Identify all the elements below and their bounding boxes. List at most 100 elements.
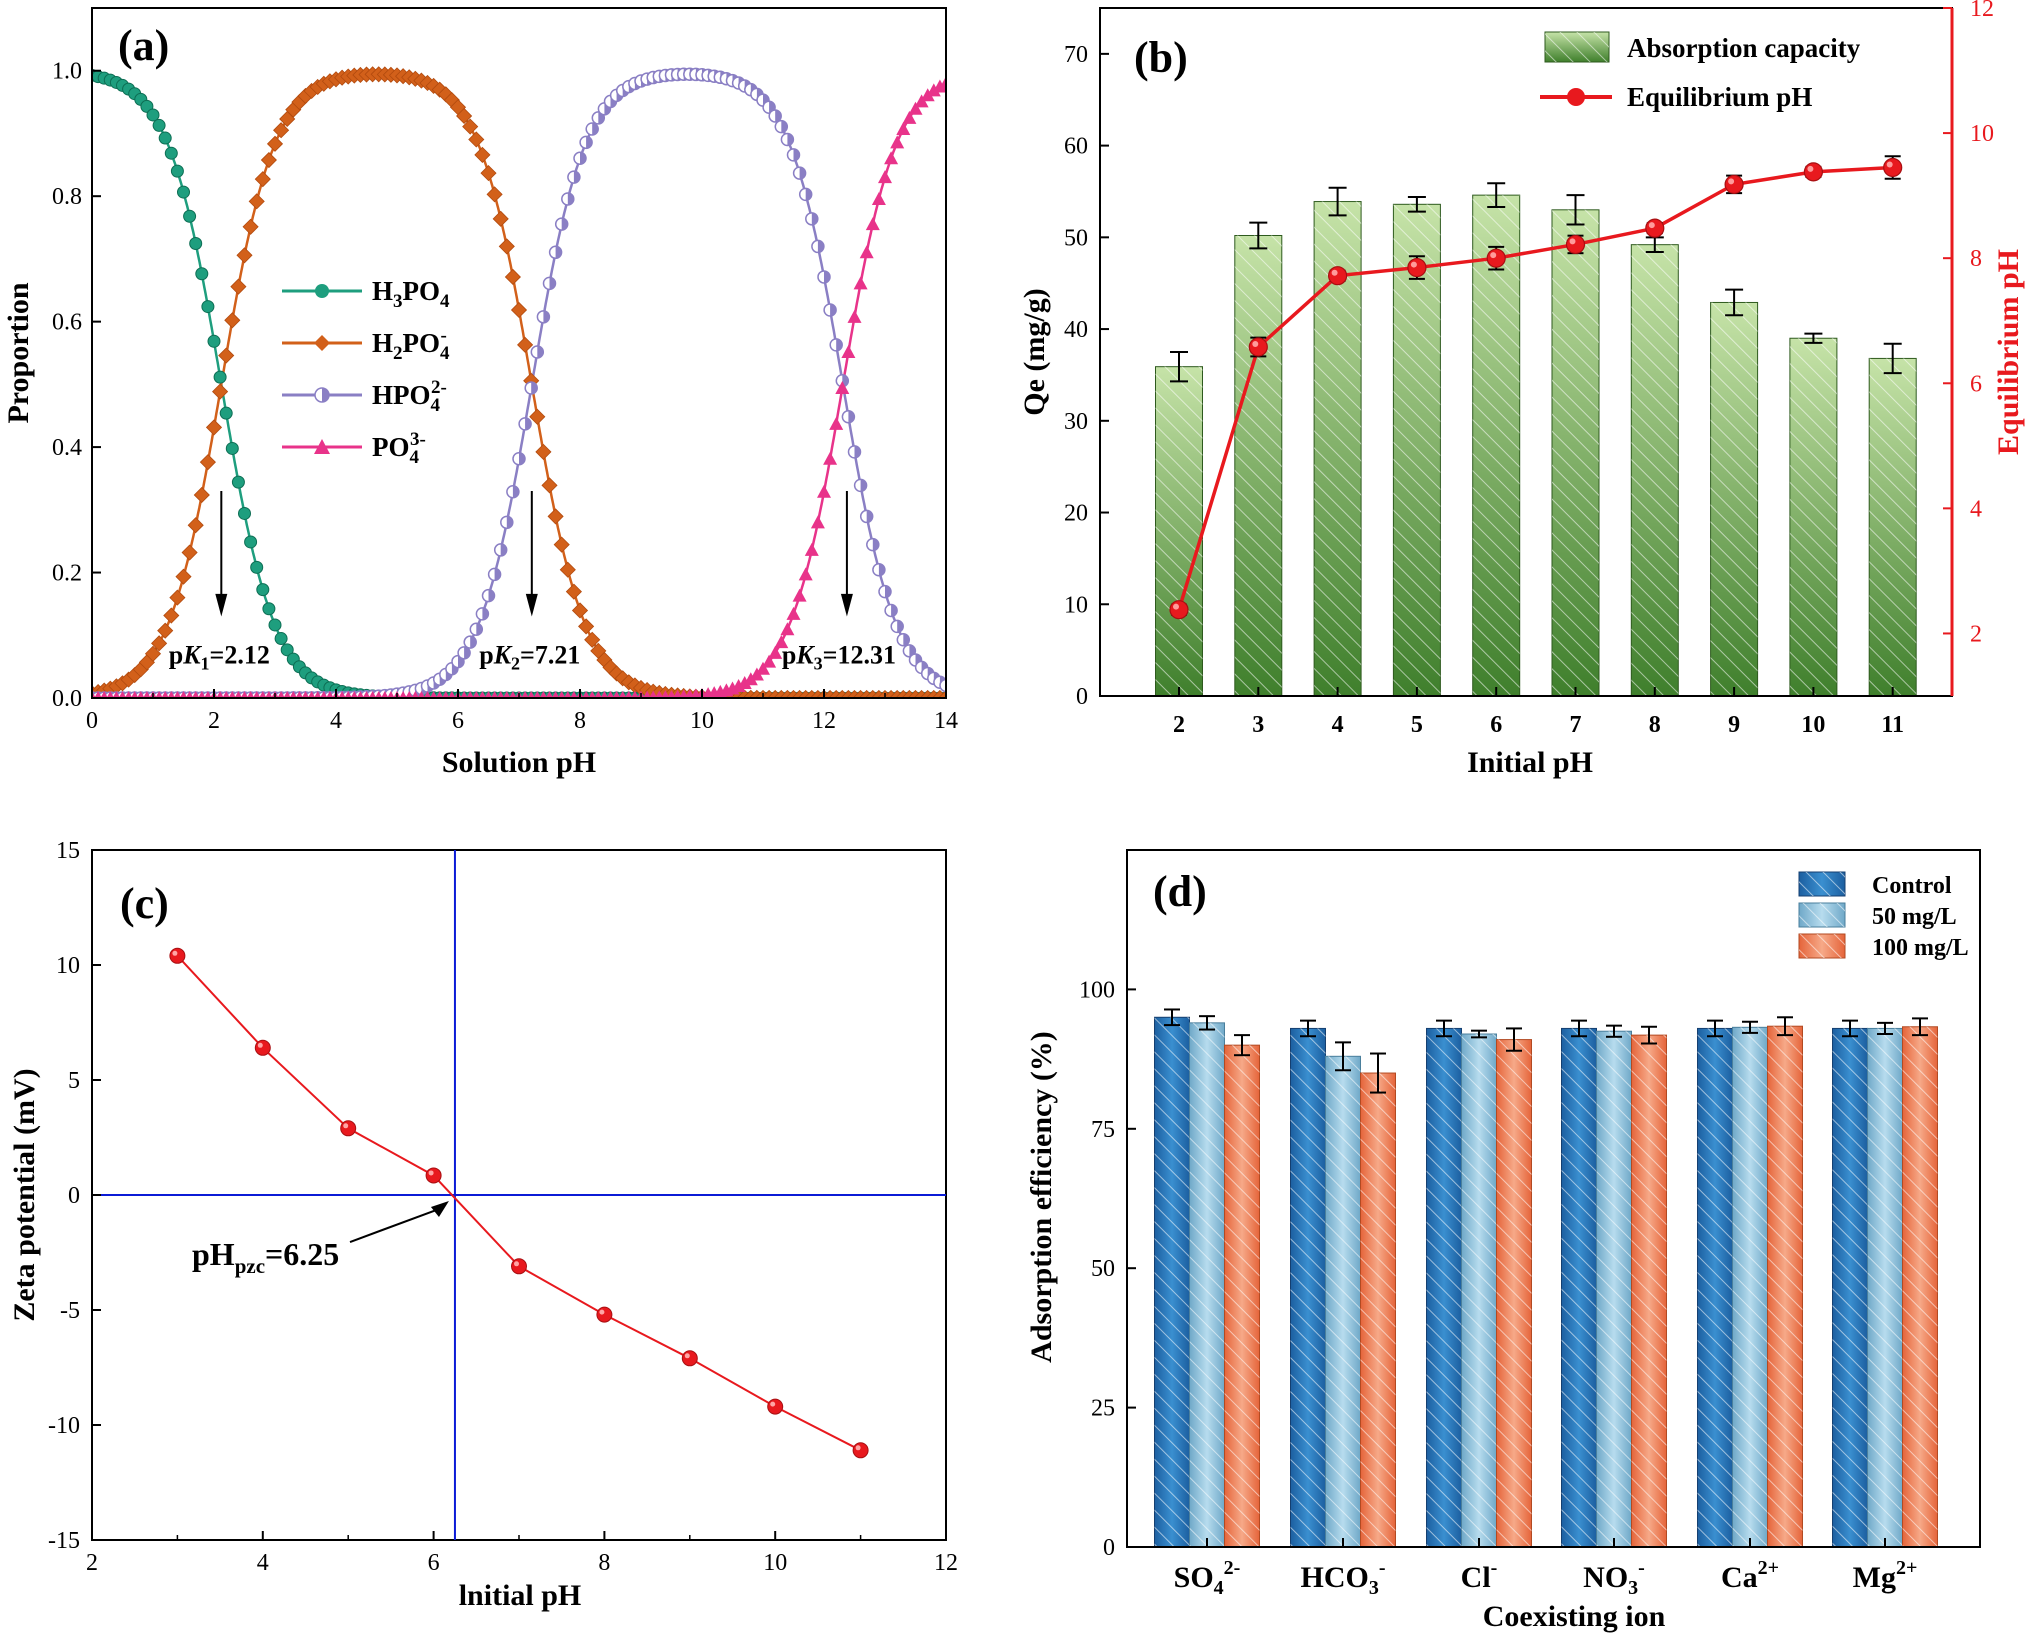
b-y-tick-label: 60: [1064, 134, 1088, 160]
a-point-PO43-: [503, 690, 511, 698]
a-point-H2PO4-: [571, 602, 589, 619]
b-x-tick-label: 5: [1411, 712, 1423, 738]
a-point-H2PO4-: [230, 278, 247, 295]
a-point-PO43-: [786, 606, 801, 620]
b-equilibrium-line: [1169, 155, 1903, 620]
a-point-PO43-: [179, 691, 188, 698]
a-point-H2PO4-: [462, 118, 479, 135]
c-pzc-arrow-head: [430, 1201, 449, 1217]
a-point-PO43-: [600, 690, 609, 698]
a-point-PO43-: [228, 691, 237, 698]
c-y-tick-label: 5: [68, 1068, 80, 1094]
b-eq-point-highlight: [1252, 340, 1259, 347]
a-point-PO43-: [234, 691, 243, 698]
a-point-H3PO4: [183, 209, 197, 223]
a-x-tick-label: 10: [690, 708, 714, 734]
a-point-HPO42--fill: [854, 445, 861, 458]
c-point-highlight: [599, 1309, 605, 1315]
a-point-H3PO4: [201, 300, 215, 314]
b-right-axis-label: Equilibrium pH: [1992, 249, 2025, 455]
c-point: [254, 1039, 271, 1056]
a-point-PO43-: [387, 691, 395, 698]
a-point-PO43-: [829, 416, 844, 430]
a-point-HPO42--fill: [592, 122, 599, 135]
a-point-PO43-: [631, 690, 639, 698]
d-legend-item-50 mg/L: 50 mg/L: [1798, 902, 1957, 930]
a-point-PO43-: [606, 690, 615, 698]
a-point-PO43-: [259, 691, 267, 698]
d-legend-swatch-hatch: [1799, 934, 1845, 958]
a-axis-ticks: 0 2 4 6 8 10 12 14 0.0 0.2 0.4 0.6 0.8 1.0: [52, 59, 958, 734]
a-point-PO43-: [466, 691, 474, 698]
b-x-tick-label: 10: [1801, 712, 1825, 738]
a-point-H2PO4-: [584, 631, 601, 648]
a-point-PO43-: [460, 691, 468, 698]
a-y-tick-label: 1.0: [52, 59, 82, 85]
b-yr-tick-label: 12: [1970, 0, 1994, 22]
d-legend-label: 50 mg/L: [1872, 904, 1957, 930]
a-x-tick-label: 8: [574, 708, 586, 734]
a-x-tick-label: 14: [934, 708, 958, 734]
c-point: [596, 1306, 613, 1323]
a-point-PO43-: [908, 101, 923, 115]
d-x-tick-label: SO42-: [1174, 1557, 1241, 1599]
a-point-HPO42--fill: [537, 345, 544, 358]
a-point-H2PO4-: [517, 336, 534, 353]
a-point-H2PO4-: [474, 146, 491, 163]
a-point-PO43-: [545, 690, 554, 698]
a-series-markers: [92, 66, 946, 698]
a-line-PO43-: [92, 82, 946, 698]
b-eq-point-highlight: [1331, 269, 1338, 276]
d-bar-hatch: [1290, 1028, 1326, 1547]
c-point: [511, 1258, 527, 1275]
a-y-tick-label: 0.0: [52, 686, 82, 712]
b-bar-hatch: [1393, 204, 1441, 696]
a-point-PO43-: [649, 690, 658, 698]
d-bar-hatch: [1189, 1022, 1225, 1547]
b-yr-tick-label: 6: [1970, 371, 1982, 397]
a-point-PO43-: [588, 690, 596, 698]
a-point-PO43-: [871, 191, 886, 205]
b-legend: Absorption capacity Equilibrium pH: [1540, 31, 1861, 112]
a-point-H3PO4: [164, 146, 178, 160]
a-point-H2PO4-: [468, 131, 485, 148]
b-y-tick-label: 50: [1064, 225, 1088, 251]
b-x-tick-label: 9: [1728, 712, 1740, 738]
a-point-PO43-: [222, 691, 230, 698]
c-point-highlight: [257, 1042, 263, 1048]
b-x-tick-label: 11: [1881, 712, 1904, 738]
b-yr-tick-label: 10: [1970, 121, 1994, 147]
a-point-PO43-: [798, 567, 813, 581]
d-legend: Control 50 mg/L 100 mg/L: [1798, 871, 1969, 961]
a-point-H2PO4-: [492, 210, 509, 227]
d-y-tick-label: 100: [1079, 977, 1115, 1003]
b-bar-hatch: [1234, 235, 1282, 697]
b-eq-point: [1724, 174, 1744, 194]
c-y-tick-label: -5: [60, 1298, 80, 1324]
b-eq-line: [1177, 165, 1893, 611]
a-point-HPO42--fill: [555, 246, 562, 259]
a-point-PO43-: [564, 690, 572, 698]
a-point-PO43-: [143, 691, 151, 698]
a-x-tick-label: 12: [812, 708, 836, 734]
c-x-axis-label: lnitial pH: [459, 1579, 582, 1612]
b-x-tick-label: 8: [1649, 712, 1661, 738]
a-point-PO43-: [853, 276, 868, 290]
a-point-H3PO4: [170, 164, 184, 178]
a-point-PO43-: [496, 691, 505, 698]
b-bar-hatch: [1472, 195, 1520, 697]
d-x-tick-label: Mg2+: [1853, 1557, 1918, 1594]
a-point-PO43-: [399, 691, 407, 698]
a-point-PO43-: [313, 691, 322, 698]
b-legend-marker: [1567, 88, 1585, 106]
b-y-tick-label: 40: [1064, 317, 1088, 343]
a-point-PO43-: [780, 622, 795, 636]
c-point-highlight: [428, 1170, 434, 1176]
a-point-PO43-: [100, 691, 108, 698]
a-point-PO43-: [320, 691, 328, 698]
a-point-PO43-: [289, 691, 298, 698]
d-x-tick-label: NO3-: [1583, 1557, 1645, 1599]
d-x-tick-label: HCO3-: [1300, 1557, 1385, 1599]
a-point-H2PO4-: [260, 151, 277, 169]
a-point-H2PO4-: [248, 193, 265, 210]
